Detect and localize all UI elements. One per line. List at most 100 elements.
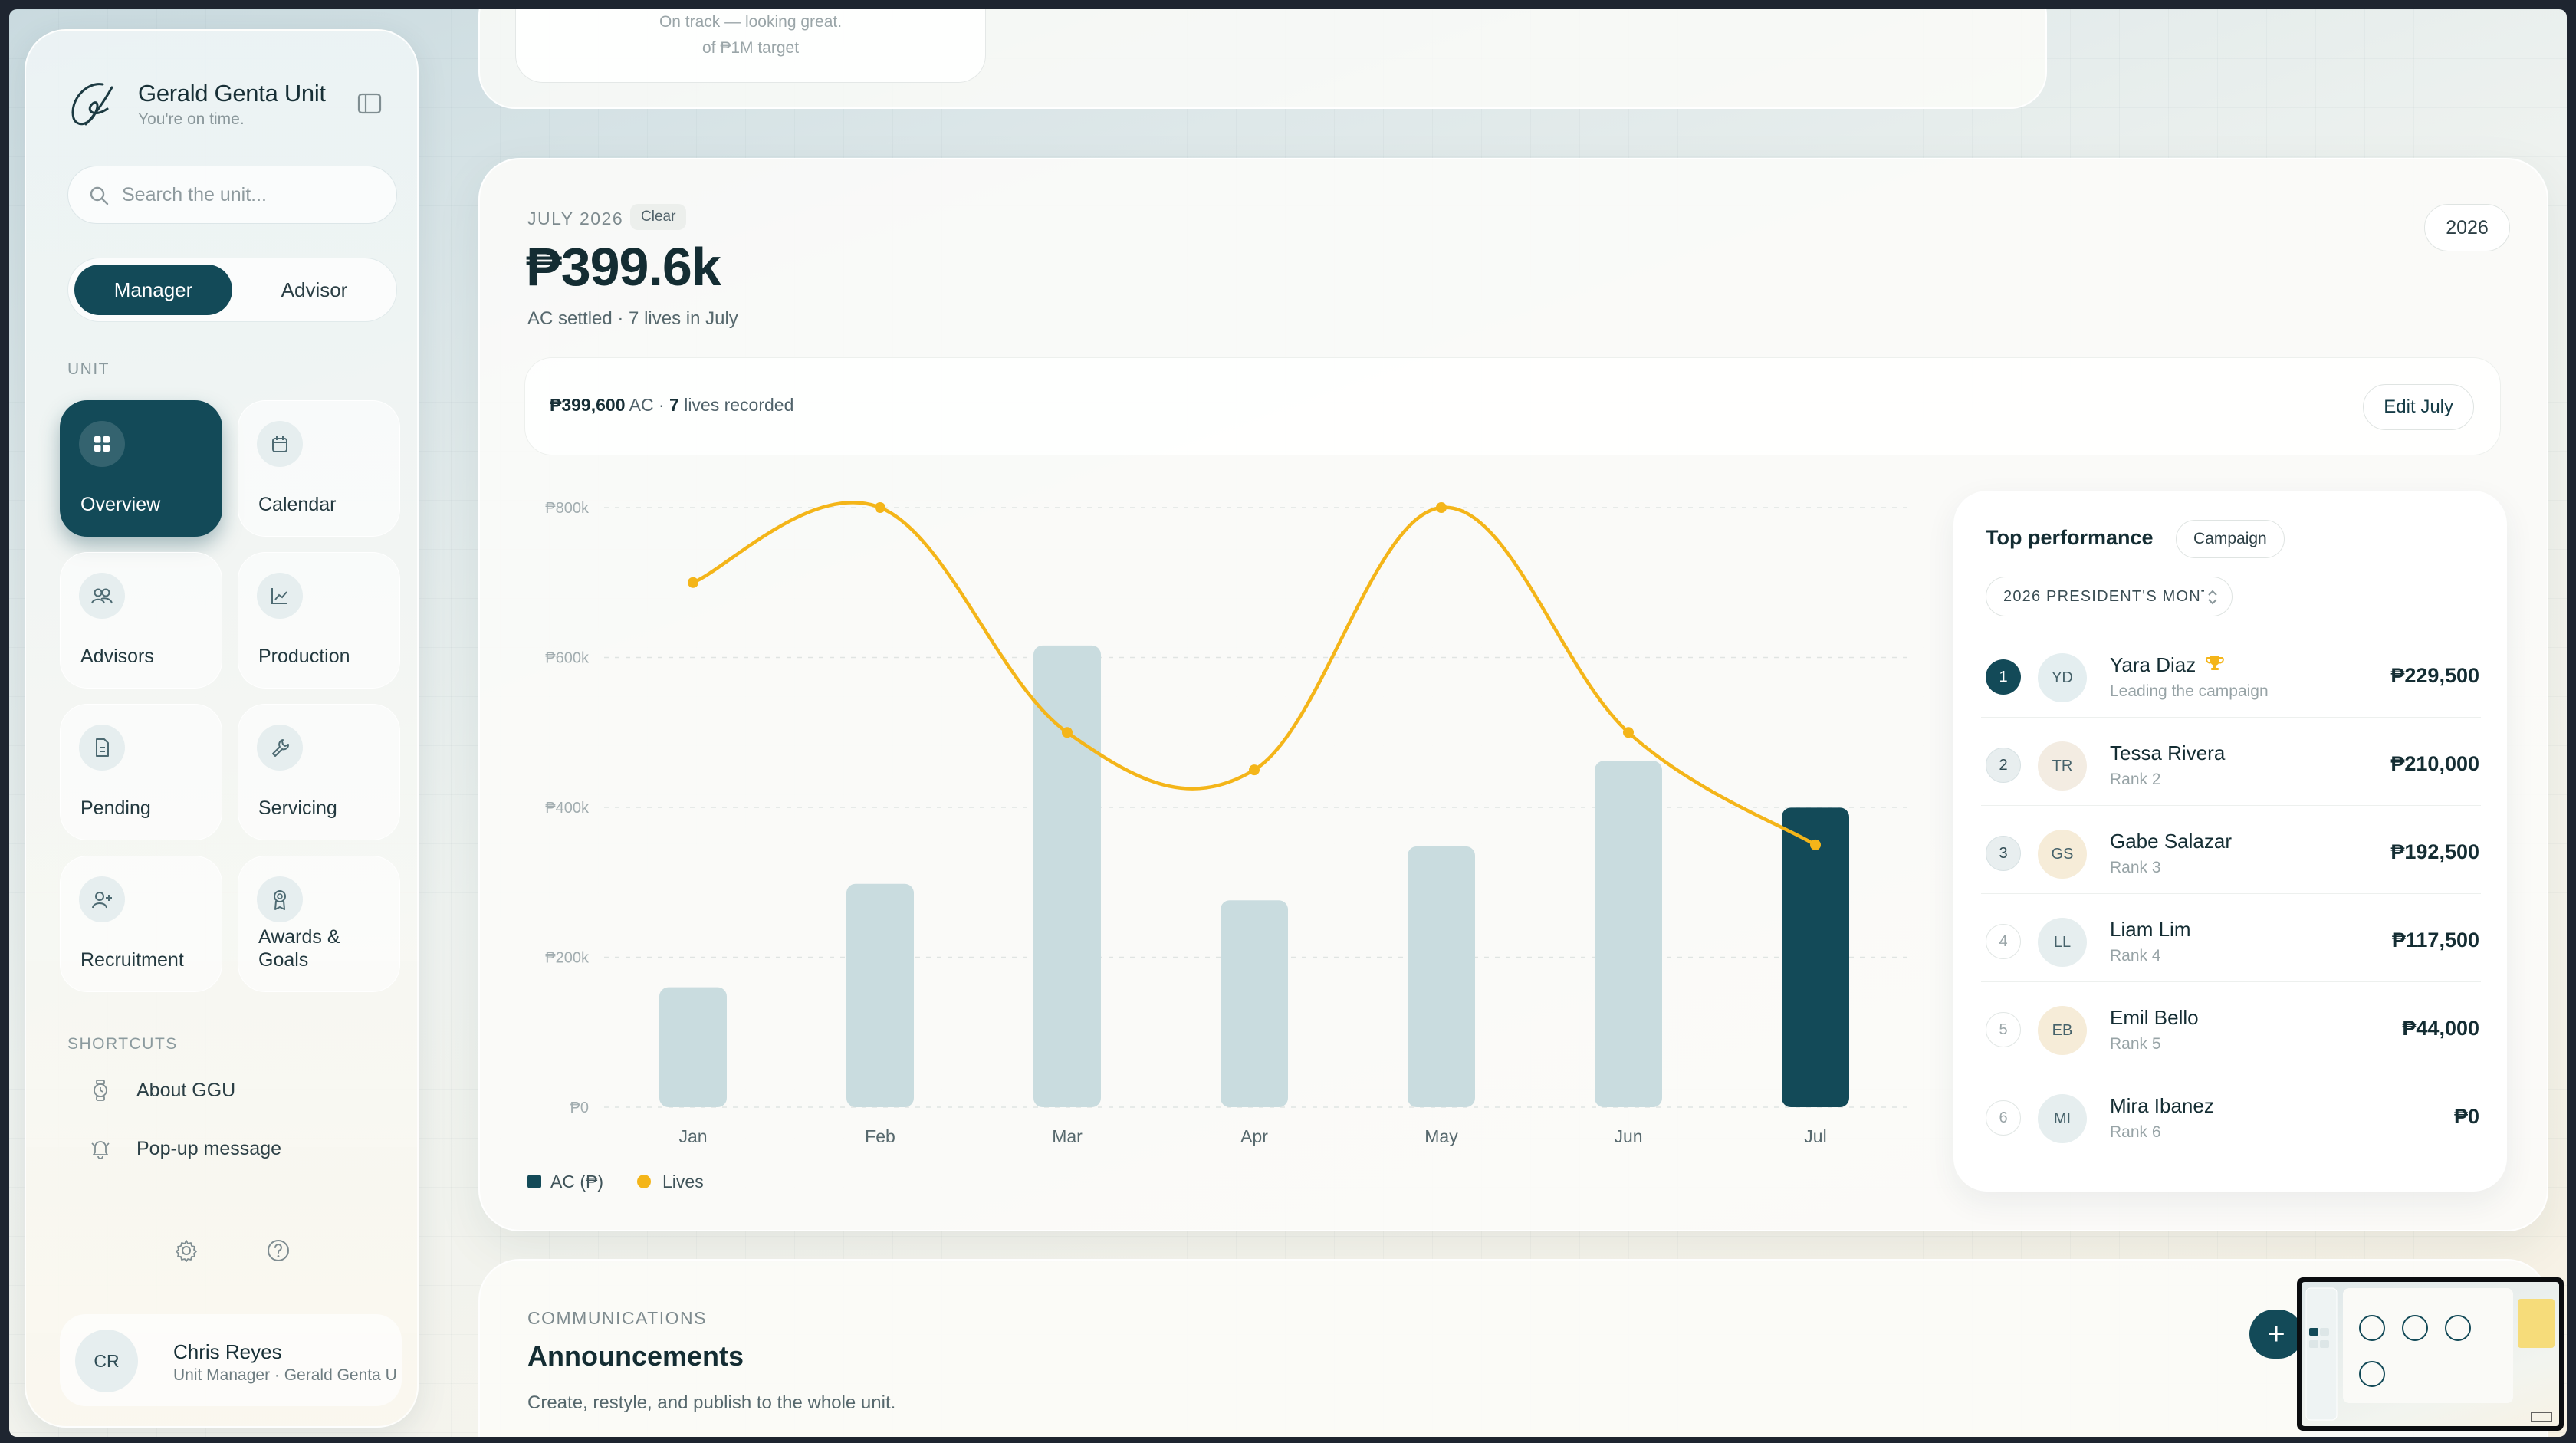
add-announcement-button[interactable]: +: [2249, 1310, 2303, 1359]
calendar-icon: [257, 421, 303, 467]
communications-card: COMMUNICATIONS Announcements Create, res…: [478, 1259, 2548, 1437]
advisor-name: Liam Lim: [2110, 918, 2191, 941]
shortcut-label: Pop-up message: [136, 1137, 282, 1159]
bar-may[interactable]: [1408, 846, 1475, 1107]
nav-tile-label: Calendar: [258, 494, 337, 515]
y-tick-label: ₱0: [570, 1100, 589, 1116]
preview-graphic: [2305, 1287, 2555, 1422]
leaderboard-row[interactable]: 4 LL Liam Lim Rank 4 ₱117,500: [1981, 895, 2481, 982]
nav-tile-advisors[interactable]: Advisors: [60, 552, 222, 689]
award-icon: [257, 876, 303, 922]
announcements-title: Announcements: [527, 1340, 744, 1372]
advisor-rank-text: Rank 6: [2110, 1123, 2161, 1141]
row-divider: [1981, 804, 2481, 806]
leaderboard-row[interactable]: 3 GS Gabe Salazar Rank 3 ₱192,500: [1981, 807, 2481, 894]
y-tick-label: ₱400k: [545, 800, 590, 817]
window-preview-image: [2302, 1282, 2559, 1426]
advisor-rank-text: Leading the campaign: [2110, 682, 2269, 700]
bar-jul[interactable]: [1782, 807, 1849, 1107]
monthly-production-card: JULY 2026 Clear ₱399.6k AC settled · 7 l…: [478, 158, 2548, 1231]
signature-logo-icon: [71, 83, 113, 126]
month-summary-text: ₱399,600 AC · 7 lives recorded: [550, 395, 794, 416]
bar-mar[interactable]: [1033, 645, 1101, 1107]
rank-badge: 5: [1986, 1012, 2021, 1047]
advisor-avatar: LL: [2038, 918, 2087, 967]
search-bar: [67, 166, 397, 224]
rank-badge: 6: [1986, 1100, 2021, 1136]
summary-lives-value: 7: [669, 395, 679, 415]
y-tick-label: ₱800k: [545, 500, 590, 517]
settings-icon[interactable]: [173, 1238, 199, 1264]
nav-tile-label: Pending: [80, 797, 151, 819]
leaderboard-row[interactable]: 5 EB Emil Bello Rank 5 ₱44,000: [1981, 983, 2481, 1070]
user-role: Unit Manager · Gerald Genta Unit: [173, 1366, 396, 1384]
campaign-select[interactable]: 2026 PRESIDENT'S MONTH: [1986, 577, 2233, 616]
rank-badge: 2: [1986, 748, 2021, 783]
month-summary-bar: ₱399,600 AC · 7 lives recorded Edit July: [524, 357, 2501, 455]
nav-tile-pending[interactable]: Pending: [60, 704, 222, 840]
shortcut-about-ggu[interactable]: About GGU: [89, 1075, 235, 1106]
window-preview-thumbnail[interactable]: [2297, 1277, 2564, 1431]
campaign-badge[interactable]: Campaign: [2176, 520, 2285, 558]
avatar: CR: [75, 1330, 138, 1392]
year-selector[interactable]: 2026: [2424, 204, 2510, 251]
month-amount-subtitle: AC settled · 7 lives in July: [527, 308, 738, 329]
role-advisor-button[interactable]: Advisor: [281, 278, 348, 301]
bar-feb[interactable]: [846, 883, 914, 1107]
summary-ac-value: ₱399,600: [550, 395, 626, 415]
brand[interactable]: Gerald Genta Unit You're on time.: [63, 77, 385, 138]
bar-jun[interactable]: [1595, 761, 1662, 1107]
month-amount: ₱399.6k: [526, 237, 721, 297]
sidebar-collapse-icon[interactable]: [357, 92, 382, 115]
leaderboard-row[interactable]: 6 MI Mira Ibanez Rank 6 ₱0: [1981, 1071, 2481, 1159]
nav-tile-label: Advisors: [80, 646, 154, 667]
edit-month-button[interactable]: Edit July: [2363, 384, 2474, 430]
chart-line-icon: [257, 573, 303, 619]
x-tick-label: Feb: [865, 1126, 895, 1146]
leaderboard-row[interactable]: 2 TR Tessa Rivera Rank 2 ₱210,000: [1981, 718, 2481, 806]
row-divider: [1981, 1069, 2481, 1070]
campaign-select-value: 2026 PRESIDENT'S MONTH: [2003, 588, 2204, 605]
rank-badge: 1: [1986, 659, 2021, 695]
shortcut-popup-message[interactable]: Pop-up message: [89, 1133, 281, 1164]
advisor-amount: ₱117,500: [2391, 929, 2479, 952]
y-tick-label: ₱600k: [545, 650, 590, 667]
nav-tile-awards-goals[interactable]: Awards & Goals: [238, 856, 400, 992]
row-divider: [1981, 716, 2481, 718]
nav-tile-production[interactable]: Production: [238, 552, 400, 689]
legend-label-ac: AC (₱): [550, 1172, 603, 1192]
trophy-icon: [2206, 656, 2224, 670]
brand-subtitle: You're on time.: [138, 110, 245, 128]
nav-tile-label: Overview: [80, 494, 161, 515]
unit-section-label: UNIT: [67, 360, 110, 378]
leaderboard-row[interactable]: 1 YD Yara Diaz Leading the campaign ₱229,500: [1981, 630, 2481, 718]
nav-tile-overview[interactable]: Overview: [60, 400, 222, 537]
help-icon[interactable]: [265, 1238, 291, 1264]
sidebar: Gerald Genta Unit You're on time. Manage…: [25, 29, 419, 1428]
role-toggle: Manager Advisor: [67, 258, 397, 322]
advisor-name: Emil Bello: [2110, 1006, 2199, 1029]
bar-jan[interactable]: [659, 987, 727, 1107]
bar-apr[interactable]: [1221, 900, 1288, 1107]
rank-badge: 3: [1986, 836, 2021, 871]
nav-tile-servicing[interactable]: Servicing: [238, 704, 400, 840]
advisor-avatar: EB: [2038, 1006, 2087, 1055]
x-tick-label: Mar: [1052, 1126, 1083, 1146]
clear-button[interactable]: Clear: [630, 204, 687, 230]
advisor-amount: ₱0: [2453, 1105, 2479, 1128]
target-status-text: On track — looking great.: [659, 13, 843, 31]
app-window: Gerald Genta Unit You're on time. Manage…: [9, 9, 2567, 1437]
nav-tile-calendar[interactable]: Calendar: [238, 400, 400, 537]
advisor-name: Tessa Rivera: [2110, 741, 2226, 764]
bell-icon: [91, 1141, 110, 1159]
search-input[interactable]: [122, 166, 383, 223]
nav-tile-recruitment[interactable]: Recruitment: [60, 856, 222, 992]
watch-icon: [94, 1080, 107, 1101]
summary-lives-label: lives recorded: [684, 395, 794, 415]
role-manager-button[interactable]: Manager: [74, 265, 232, 315]
chevron-updown-icon: [2208, 590, 2217, 605]
user-plus-icon: [79, 876, 125, 922]
target-progress-tile: On track — looking great. of ₱1M target: [515, 9, 986, 83]
user-profile-card[interactable]: CR Chris Reyes Unit Manager · Gerald Gen…: [60, 1314, 402, 1406]
advisor-amount: ₱192,500: [2390, 840, 2479, 863]
